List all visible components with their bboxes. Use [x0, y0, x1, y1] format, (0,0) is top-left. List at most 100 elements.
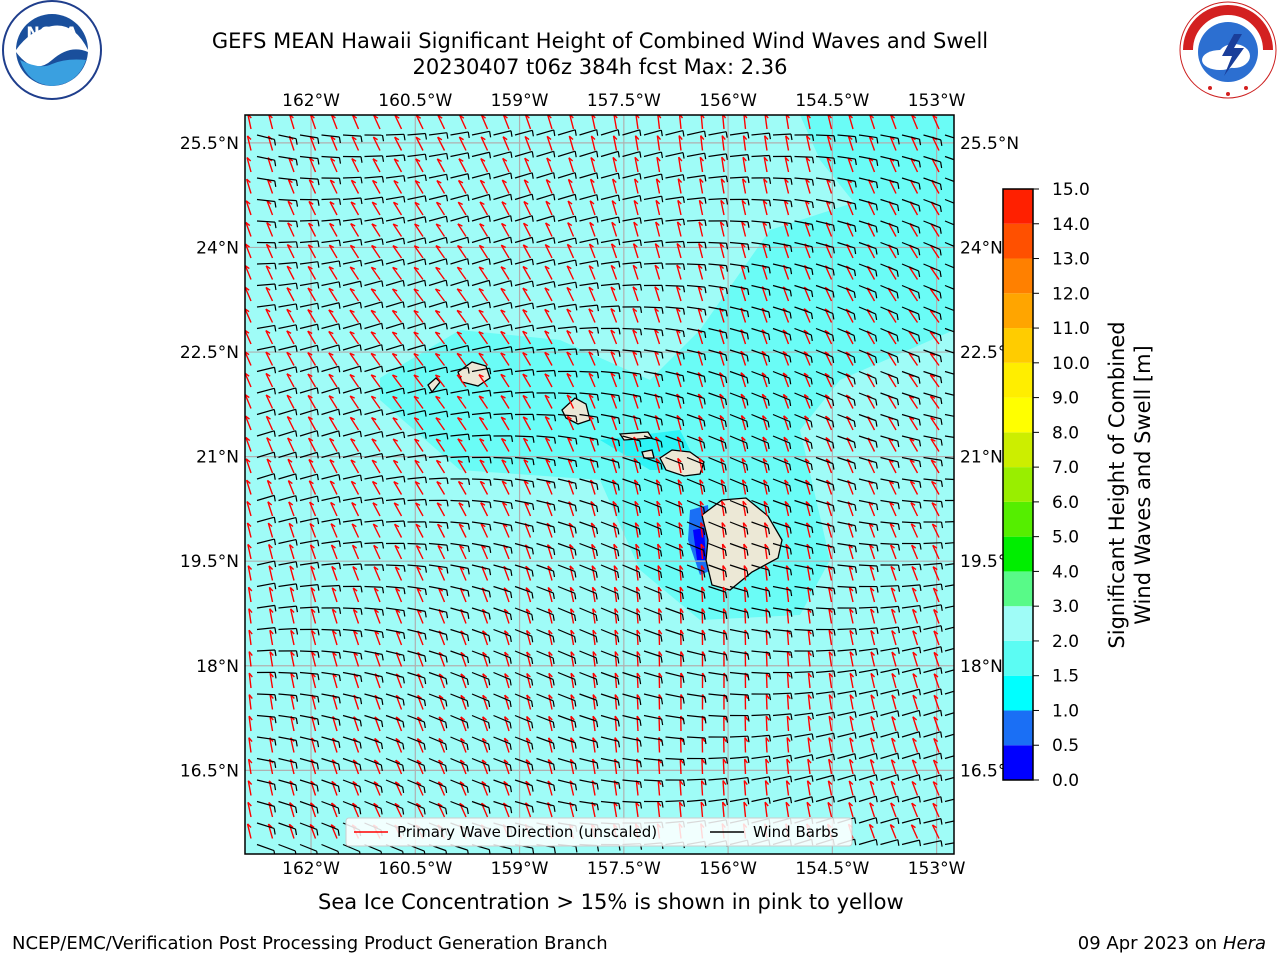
wind-barb-flag [381, 564, 385, 571]
wind-barb-shaft [557, 779, 576, 785]
wind-barb-shaft [321, 408, 339, 416]
wave-arrow [547, 565, 553, 581]
wind-barb-shaft [579, 237, 598, 244]
wave-arrow-head [482, 651, 488, 657]
wave-arrow-head [678, 500, 683, 506]
wave-arrow [929, 395, 940, 409]
wave-arrow-head [806, 801, 811, 807]
wave-arrow [547, 737, 553, 753]
wave-arrow [890, 759, 897, 775]
wind-barb-flag [897, 420, 900, 427]
wave-arrow-head [307, 287, 313, 292]
wind-barb-shaft [901, 709, 920, 717]
wave-arrow-head [632, 286, 638, 291]
wind-barb-shaft [622, 542, 640, 551]
wave-arrow [349, 352, 360, 366]
wind-barb-flag [875, 796, 878, 803]
wave-arrow-head [332, 630, 337, 635]
wind-barb-flag [553, 370, 557, 377]
wind-barb-shaft [342, 452, 361, 459]
wind-barb-shaft [450, 323, 468, 330]
wave-arrow [524, 157, 532, 173]
wind-barb-flag [553, 526, 556, 533]
wind-barb-flag [854, 607, 858, 615]
wind-barb-shaft [622, 478, 640, 486]
wind-barb-flag [510, 480, 514, 487]
wave-arrow [370, 374, 381, 388]
wave-arrow [568, 135, 575, 151]
wave-arrow-head [932, 802, 938, 807]
wave-arrow [676, 436, 682, 452]
wind-barb-flag [789, 797, 793, 804]
wind-barb-shaft [622, 456, 640, 464]
wave-arrow-head [740, 415, 746, 420]
wind-barb-shaft [880, 542, 899, 546]
wave-arrow [719, 415, 725, 431]
wind-barb-flag [963, 841, 964, 847]
wave-arrow-head [909, 416, 915, 421]
wind-barb-shaft [751, 327, 769, 335]
wind-barb-flag [702, 507, 706, 514]
wave-arrow-head [636, 672, 641, 678]
wave-arrow [267, 501, 274, 517]
wind-barb-shaft [364, 650, 383, 655]
wave-arrow-head [286, 308, 292, 313]
wave-arrow [544, 309, 553, 323]
map-plot-area [245, 115, 964, 854]
wind-barb-shaft [622, 172, 641, 179]
wave-arrow [290, 651, 295, 667]
wind-barb-flag [317, 199, 320, 206]
wave-arrow-head [458, 523, 464, 528]
wind-barb-flag [381, 197, 384, 204]
wave-arrow-head [870, 737, 875, 742]
wave-arrow-head [395, 759, 401, 764]
wind-barb-shaft [536, 413, 555, 416]
wind-barb-shaft [536, 280, 555, 287]
wind-barb-flag [574, 763, 577, 770]
wave-arrow-head [457, 416, 463, 421]
wave-arrow-head [246, 522, 252, 527]
wave-arrow-head [435, 309, 441, 314]
wave-arrow-head [500, 416, 506, 421]
wave-arrow-head [828, 694, 834, 699]
wave-arrow-head [698, 457, 704, 463]
wave-arrow [415, 115, 424, 130]
wind-barb-shaft [858, 838, 877, 846]
wind-barb-flag [424, 499, 428, 506]
wind-barb-flag [704, 287, 707, 294]
wind-barb-shaft [643, 240, 662, 244]
wave-arrow [762, 458, 768, 474]
wave-arrow [912, 716, 919, 732]
wind-barb-flag [854, 649, 858, 656]
wind-barb-shaft [708, 284, 727, 289]
wave-arrow-head [309, 157, 315, 162]
wave-arrow-head [416, 781, 422, 786]
wave-arrow [634, 522, 639, 538]
wind-barb-shaft [686, 499, 704, 509]
wind-barb-flag [338, 136, 341, 144]
wind-barb-flag [274, 180, 277, 187]
wave-arrow [887, 330, 897, 345]
wind-barb-shaft [299, 736, 318, 742]
wind-barb-flag [552, 679, 555, 686]
wave-arrow-head [933, 608, 939, 614]
wind-barb-shaft [880, 220, 898, 228]
wave-arrow [867, 480, 876, 495]
wave-arrow-head [588, 394, 594, 399]
wind-barb-shaft [579, 800, 598, 805]
wind-barb-flag [682, 779, 686, 787]
wind-barb-flag [274, 160, 277, 167]
wave-arrow [479, 179, 489, 194]
wave-arrow-head [414, 223, 420, 227]
wave-arrow [635, 565, 639, 581]
wind-barb-flag [596, 416, 599, 424]
wave-arrow-head [456, 288, 463, 292]
wave-arrow [481, 759, 489, 775]
wave-arrow-head [743, 543, 748, 549]
wave-arrow [825, 243, 833, 259]
wave-arrow [544, 265, 553, 280]
wave-arrow [392, 266, 403, 280]
wave-arrow [908, 309, 919, 323]
wind-barb-flag [596, 483, 599, 490]
